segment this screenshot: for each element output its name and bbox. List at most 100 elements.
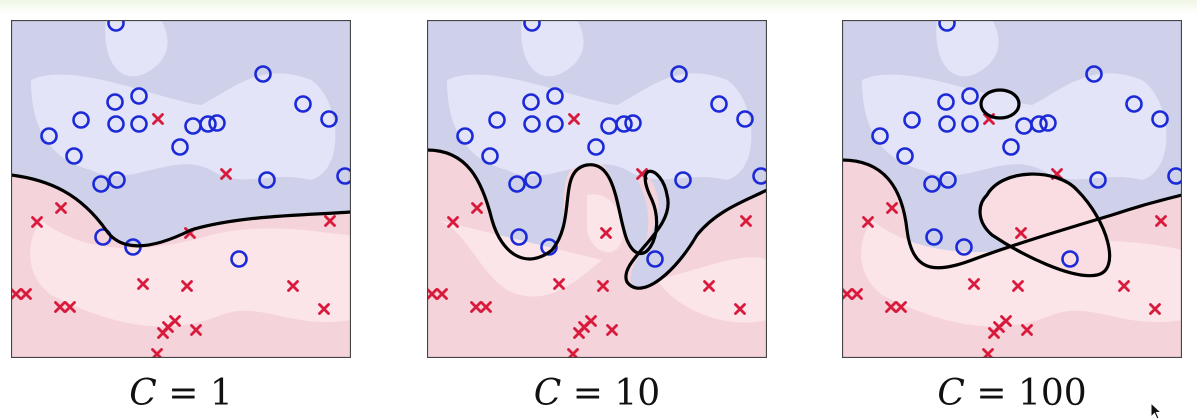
c-symbol: C [533, 373, 562, 414]
circle-marker-icon [937, 93, 955, 111]
negative-core [437, 194, 767, 323]
decision-boundary-island [978, 172, 1112, 278]
mouse-cursor-icon [1150, 402, 1163, 420]
circle-marker-icon [1039, 114, 1057, 132]
cross-marker-icon [181, 280, 193, 292]
caption-c100: C = 100 [842, 372, 1182, 416]
equals-sign: = [561, 373, 615, 414]
cross-marker-icon [600, 227, 612, 239]
cross-marker-icon [740, 215, 752, 227]
circle-marker-icon [40, 127, 58, 145]
decision-boundary-plot-c10 [427, 20, 767, 358]
cross-marker-icon [190, 324, 202, 336]
markers-c1 [11, 20, 351, 358]
circle-marker-icon [923, 175, 941, 193]
circle-marker-icon [336, 167, 351, 185]
c-value: 100 [1017, 373, 1087, 414]
caption-c1: C = 1 [11, 372, 351, 416]
positive-core [862, 20, 1167, 180]
circle-marker-icon [456, 127, 474, 145]
c-symbol: C [129, 373, 157, 414]
circle-marker-icon [72, 111, 90, 129]
circle-marker-icon [510, 228, 528, 246]
cross-marker-icon [318, 303, 330, 315]
cross-marker-icon [1012, 280, 1024, 292]
circle-marker-icon [925, 228, 943, 246]
circle-marker-icon [523, 20, 541, 32]
circle-marker-icon [540, 238, 558, 256]
circle-marker-icon [1151, 110, 1169, 128]
markers-c100 [842, 20, 1182, 358]
cross-marker-icon [54, 301, 66, 313]
circle-marker-icon [107, 20, 125, 32]
circle-marker-icon [508, 175, 526, 193]
circle-marker-icon [108, 171, 126, 189]
c-symbol: C [937, 373, 965, 414]
cross-marker-icon [703, 280, 715, 292]
cross-marker-icon [427, 288, 438, 300]
cross-marker-icon [1149, 303, 1161, 315]
circle-marker-icon [1030, 115, 1048, 133]
cross-marker-icon [324, 215, 336, 227]
circle-marker-icon [92, 175, 110, 193]
circle-marker-icon [903, 111, 921, 129]
cross-marker-icon [220, 168, 232, 180]
decision-boundary [427, 148, 767, 290]
cross-marker-icon [553, 278, 565, 290]
positive-island [981, 90, 1019, 118]
cross-marker-icon [862, 216, 874, 228]
cross-marker-icon [606, 324, 618, 336]
circle-marker-icon [961, 87, 979, 105]
window-top-strip [0, 0, 1197, 14]
circle-marker-icon [130, 87, 148, 105]
circle-marker-icon [258, 171, 276, 189]
cross-marker-icon [968, 278, 980, 290]
circle-marker-icon [199, 115, 217, 133]
panel-frame [842, 20, 1182, 358]
cross-marker-icon [157, 327, 169, 339]
circle-marker-icon [955, 238, 973, 256]
circle-marker-icon [587, 138, 605, 156]
cross-marker-icon [55, 202, 67, 214]
circle-marker-icon [254, 65, 272, 83]
cross-marker-icon [480, 301, 492, 313]
circle-marker-icon [646, 250, 664, 268]
decision-boundary-small-loop [979, 88, 1021, 120]
circle-marker-icon [1167, 167, 1182, 185]
circle-marker-icon [615, 115, 633, 133]
circle-marker-icon [1085, 65, 1103, 83]
circle-marker-icon [736, 110, 754, 128]
decision-boundary-plot-c100 [842, 20, 1182, 358]
equals-sign: = [156, 373, 210, 414]
circle-marker-icon [896, 147, 914, 165]
cross-marker-icon [842, 288, 853, 300]
circle-marker-icon [961, 115, 979, 133]
decision-boundary-plot-c1 [11, 20, 351, 358]
circle-marker-icon [107, 115, 125, 133]
circle-marker-icon [106, 93, 124, 111]
cross-marker-icon [436, 288, 448, 300]
cross-marker-icon [447, 216, 459, 228]
cross-marker-icon [886, 202, 898, 214]
circle-marker-icon [208, 114, 226, 132]
decision-boundary [11, 173, 351, 248]
circle-marker-icon [871, 127, 889, 145]
circle-marker-icon [1002, 138, 1020, 156]
cross-marker-icon [597, 280, 609, 292]
cross-marker-icon [152, 113, 164, 125]
cross-marker-icon [470, 301, 482, 313]
cross-marker-icon [31, 216, 43, 228]
cross-marker-icon [1015, 227, 1027, 239]
cross-marker-icon [287, 280, 299, 292]
circle-marker-icon [481, 147, 499, 165]
cross-marker-icon [895, 301, 907, 313]
panel-frame [427, 20, 767, 358]
cross-marker-icon [851, 288, 863, 300]
cross-marker-icon [573, 327, 585, 339]
cross-marker-icon [988, 327, 1000, 339]
cross-marker-icon [20, 288, 32, 300]
positive-core [31, 20, 336, 180]
cross-marker-icon [568, 113, 580, 125]
cross-marker-icon [471, 202, 483, 214]
circle-marker-icon [130, 115, 148, 133]
